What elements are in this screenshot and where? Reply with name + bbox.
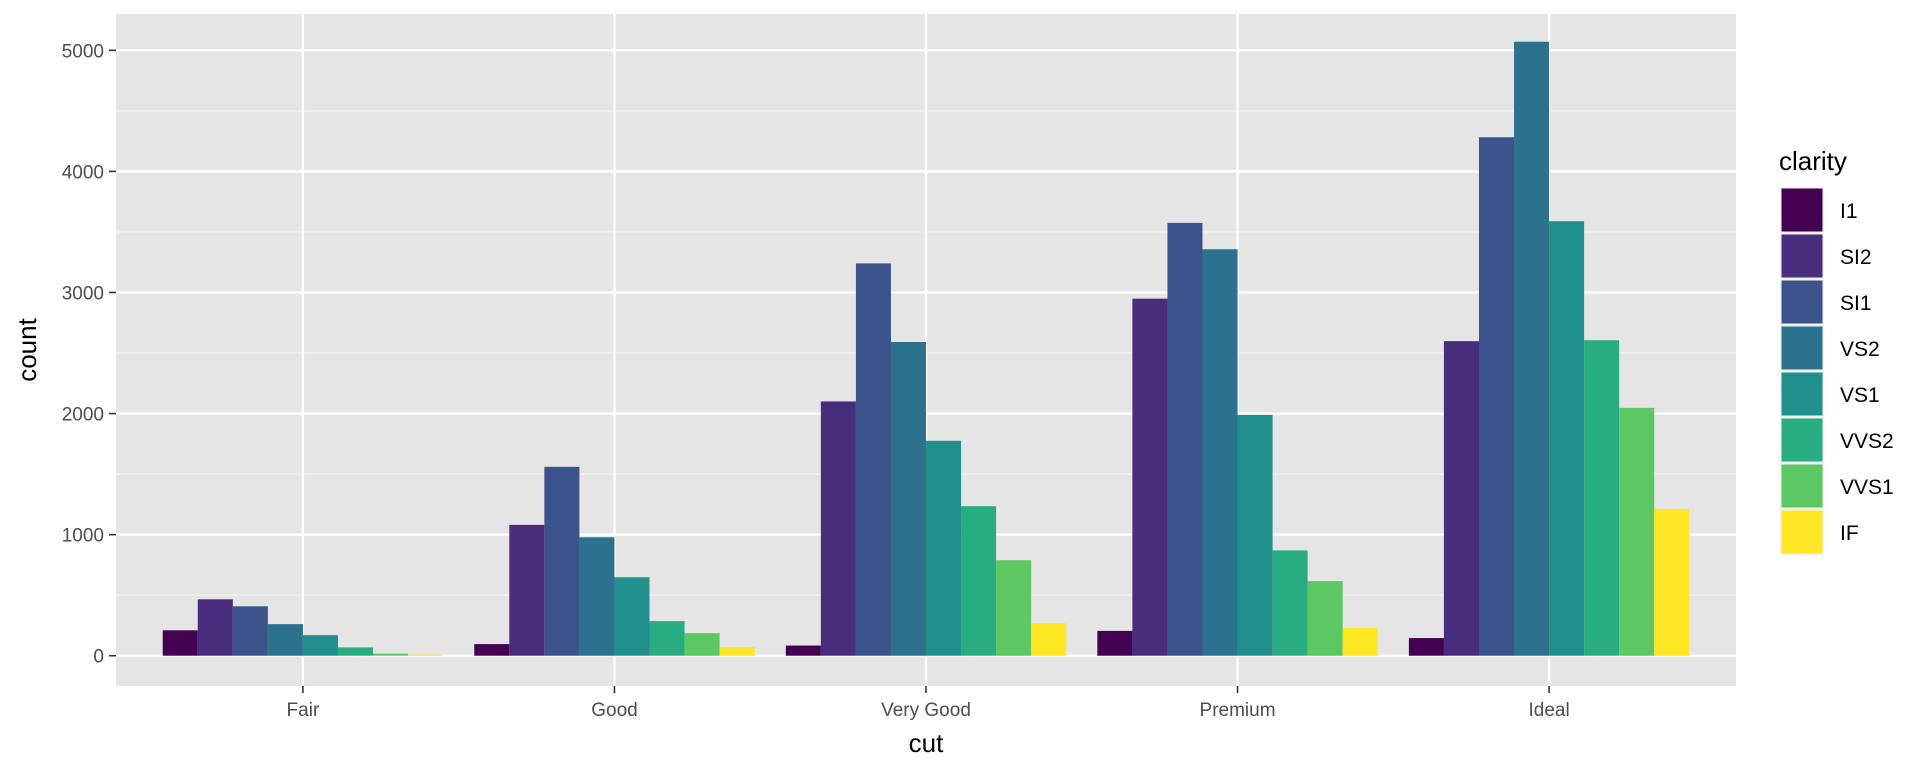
bar-good-vs2 [579,537,615,656]
legend-label-vs1: VS1 [1840,384,1880,407]
bar-fair-i1 [162,630,198,656]
legend-title: clarity [1779,146,1847,176]
bar-fair-vs2 [267,624,303,656]
legend-swatch-vvs1 [1781,464,1823,508]
bar-ideal-vs1 [1549,221,1585,656]
x-tick-label: Good [591,700,637,721]
legend-swatch-si2 [1781,234,1823,278]
legend-label-vs2: VS2 [1840,338,1880,361]
legend-label-si2: SI2 [1840,246,1872,269]
x-axis: Fair Good Very Good Premium Ideal [287,686,1570,721]
bar-ideal-si1 [1478,137,1515,656]
bar-very-good-vs1 [926,440,962,656]
legend-swatch-vvs2 [1781,418,1823,462]
bar-very-good-if [1031,623,1067,656]
y-tick-label: 2000 [62,405,104,426]
bar-ideal-vvs2 [1584,340,1620,656]
bar-very-good-si1 [855,263,891,656]
y-tick-label: 0 [93,647,104,668]
bar-very-good-i1 [785,645,821,656]
bar-fair-vs1 [302,635,338,656]
bar-premium-vs2 [1202,249,1238,656]
bars [162,41,1690,656]
bar-good-i1 [474,644,510,656]
bar-fair-vvs2 [337,647,374,656]
bar-good-vs1 [614,577,650,656]
legend: clarity I1 SI2 SI1 VS2 VS1 VVS2 VVS1 IF [1779,146,1894,555]
bar-very-good-vvs1 [996,560,1032,656]
bar-good-vvs2 [649,621,685,656]
legend-items: I1 SI2 SI1 VS2 VS1 VVS2 VVS1 IF [1780,187,1894,555]
bar-premium-si1 [1167,222,1203,656]
bar-good-si1 [544,466,580,656]
legend-swatch-vs1 [1781,372,1823,416]
bar-premium-if [1342,627,1378,656]
bar-premium-si2 [1132,298,1168,656]
bar-good-si2 [509,524,545,656]
y-tick-label: 5000 [62,41,104,62]
bar-very-good-si2 [820,401,856,656]
bar-very-good-vvs2 [961,506,997,656]
x-tick-label: Premium [1200,700,1276,721]
x-tick-label: Ideal [1528,700,1569,721]
bar-ideal-si2 [1443,341,1479,656]
legend-swatch-vs2 [1781,326,1823,370]
y-axis-title: count [12,317,42,381]
legend-swatch-i1 [1781,188,1823,232]
x-tick-label: Very Good [881,700,971,721]
bar-ideal-vs2 [1514,41,1550,656]
bar-fair-vvs1 [373,653,409,656]
bar-premium-vvs2 [1272,550,1308,656]
x-tick-label: Fair [287,700,320,721]
y-axis: 0 1000 2000 3000 4000 5000 [62,41,116,668]
y-tick-label: 4000 [62,162,104,183]
legend-swatch-if [1781,510,1823,554]
bar-fair-si1 [232,606,268,656]
legend-label-i1: I1 [1840,200,1858,223]
bar-ideal-vvs1 [1619,407,1655,656]
bar-premium-vvs1 [1307,581,1343,656]
y-tick-label: 3000 [62,283,104,304]
legend-swatch-si1 [1781,280,1823,324]
legend-label-if: IF [1840,522,1859,545]
legend-label-vvs1: VVS1 [1840,476,1894,499]
bar-premium-i1 [1097,630,1133,656]
bar-fair-if [408,654,444,656]
bar-very-good-vs2 [890,342,926,656]
bar-fair-si2 [197,599,233,656]
bar-ideal-i1 [1408,638,1444,656]
y-tick-label: 1000 [62,526,104,547]
x-axis-title: cut [909,728,944,758]
bar-premium-vs1 [1237,414,1273,656]
legend-label-si1: SI1 [1840,292,1872,315]
legend-label-vvs2: VVS2 [1840,430,1894,453]
bar-good-if [719,647,755,656]
bar-good-vvs1 [684,633,720,656]
bar-ideal-if [1654,508,1690,656]
